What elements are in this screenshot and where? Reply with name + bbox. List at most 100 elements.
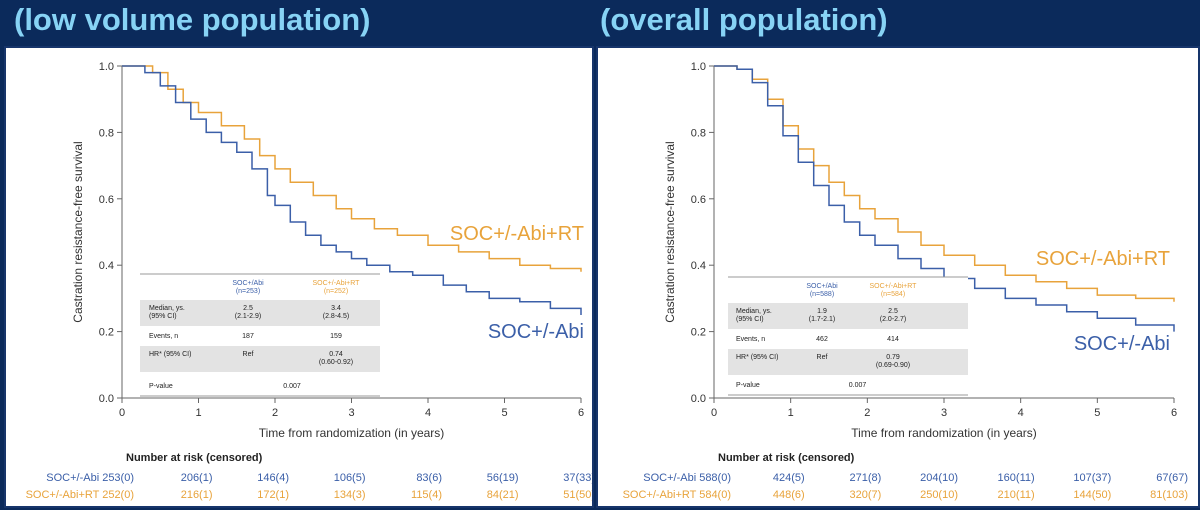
stats-cell-abi: 187 xyxy=(242,333,254,340)
title-left: (low volume population) xyxy=(14,2,371,37)
risk-table-title: Number at risk (censored) xyxy=(126,452,263,464)
stats-row-label: Median, ys. (95% CI) xyxy=(736,308,772,323)
y-tick-label: 0.8 xyxy=(99,127,114,139)
stats-row-shade xyxy=(140,300,380,326)
stats-table-bg xyxy=(728,277,968,395)
risk-value: 216(1) xyxy=(181,489,213,501)
y-tick-label: 0.0 xyxy=(691,393,706,405)
y-tick-label: 0.6 xyxy=(99,194,114,206)
risk-value: 204(10) xyxy=(920,472,958,484)
stats-cell-abi: 462 xyxy=(816,336,828,343)
x-tick-label: 2 xyxy=(272,407,278,419)
x-tick-label: 2 xyxy=(864,407,870,419)
risk-row-label: SOC+/-Abi 588(0) xyxy=(643,472,731,484)
x-tick-label: 0 xyxy=(119,407,125,419)
curve-label-abi-rt: SOC+/-Abi+RT xyxy=(450,223,584,245)
x-tick-label: 5 xyxy=(1094,407,1100,419)
x-axis-label: Time from randomization (in years) xyxy=(259,426,445,440)
x-tick-label: 3 xyxy=(941,407,947,419)
risk-value: 448(6) xyxy=(773,489,805,501)
curve-label-abi-rt: SOC+/-Abi+RT xyxy=(1036,248,1170,270)
y-tick-label: 1.0 xyxy=(99,61,114,73)
stats-row-label: HR* (95% CI) xyxy=(736,354,778,361)
curve-label-abi: SOC+/-Abi xyxy=(1074,333,1170,355)
risk-value: 83(6) xyxy=(416,472,442,484)
stats-header-abi: SOC+/Abi (n=253) xyxy=(232,280,264,295)
risk-value: 107(37) xyxy=(1073,472,1111,484)
curve-label-abi: SOC+/-Abi xyxy=(488,321,584,343)
stats-table-bg xyxy=(140,274,380,396)
risk-value: 84(21) xyxy=(487,489,519,501)
risk-value: 271(8) xyxy=(850,472,882,484)
y-tick-label: 0.2 xyxy=(99,327,114,339)
y-tick-label: 0.2 xyxy=(691,327,706,339)
panel-left: 0.0 0.2 0.4 0.6 0.8 1.0 0 1 2 3 4 5 6 Time from rando… xyxy=(4,46,594,508)
stats-row-label: Events, n xyxy=(736,336,765,343)
y-tick-label: 0.0 xyxy=(99,393,114,405)
risk-value: 134(3) xyxy=(334,489,366,501)
risk-table-title: Number at risk (censored) xyxy=(718,452,855,464)
panel-right: 0.0 0.2 0.4 0.6 0.8 1.0 0 1 2 3 4 5 6 Time from rando… xyxy=(596,46,1200,508)
stats-cell-abi: Ref xyxy=(817,354,828,361)
y-axis-label: Castration resistance-free survival xyxy=(71,141,85,322)
stats-cell-abi: 1.9 (1.7-2.1) xyxy=(809,308,835,323)
stats-row-label: P-value xyxy=(736,382,760,389)
stats-header-abi: SOC+/Abi (n=588) xyxy=(806,283,838,298)
x-tick-label: 4 xyxy=(425,407,431,419)
y-tick-label: 0.8 xyxy=(691,127,706,139)
risk-value: 160(11) xyxy=(998,472,1035,484)
stats-header-abi-rt: SOC+/-Abi+RT (n=584) xyxy=(870,283,918,298)
risk-row-label: SOC+/-Abi 253(0) xyxy=(46,472,134,484)
x-axis-label: Time from randomization (in years) xyxy=(851,426,1037,440)
stats-cell-abi-rt: 159 xyxy=(330,333,342,340)
risk-value: 37(33) xyxy=(563,472,592,484)
stats-cell-abi-rt: 414 xyxy=(887,336,899,343)
stats-row-shade xyxy=(140,346,380,372)
x-tick-label: 4 xyxy=(1018,407,1024,419)
x-tick-label: 1 xyxy=(788,407,794,419)
x-tick-label: 0 xyxy=(711,407,717,419)
title-right: (overall population) xyxy=(600,2,888,37)
stats-p-value: 0.007 xyxy=(283,383,301,390)
risk-value: 115(4) xyxy=(411,489,442,501)
x-tick-label: 6 xyxy=(1171,407,1177,419)
series-line-abi xyxy=(714,65,1175,332)
risk-value: 146(4) xyxy=(257,472,289,484)
y-tick-label: 0.6 xyxy=(691,194,706,206)
stats-cell-abi-rt: 3.4 (2.8-4.5) xyxy=(323,305,349,320)
stats-row-label: Median, ys. (95% CI) xyxy=(149,305,185,320)
risk-value: 144(50) xyxy=(1073,489,1111,501)
stats-p-value: 0.007 xyxy=(849,382,867,389)
stats-cell-abi-rt: 2.5 (2.0-2.7) xyxy=(880,308,906,323)
stats-cell-abi-rt: 0.79 (0.69-0.90) xyxy=(876,354,910,369)
risk-row-label: SOC+/-Abi+RT 252(0) xyxy=(26,489,134,501)
x-tick-label: 6 xyxy=(578,407,584,419)
risk-value: 67(67) xyxy=(1156,472,1188,484)
stats-row-label: HR* (95% CI) xyxy=(149,351,191,358)
stats-row-label: P-value xyxy=(149,383,173,390)
km-chart-low-volume: 0.0 0.2 0.4 0.6 0.8 1.0 0 1 2 3 4 5 6 Time from rando… xyxy=(26,61,592,501)
risk-value: 250(10) xyxy=(920,489,958,501)
y-tick-label: 1.0 xyxy=(691,61,706,73)
risk-value: 206(1) xyxy=(181,472,213,484)
risk-value: 81(103) xyxy=(1150,489,1188,501)
stats-row-label: Events, n xyxy=(149,333,178,340)
risk-row-label: SOC+/-Abi+RT 584(0) xyxy=(623,489,731,501)
stats-cell-abi: 2.5 (2.1-2.9) xyxy=(235,305,261,320)
stats-cell-abi-rt: 0.74 (0.60-0.92) xyxy=(319,351,353,366)
series-line-abi xyxy=(122,65,582,315)
y-tick-label: 0.4 xyxy=(691,260,706,272)
x-tick-label: 1 xyxy=(195,407,201,419)
risk-value: 320(7) xyxy=(850,489,882,501)
risk-value: 172(1) xyxy=(257,489,289,501)
stats-row-shade xyxy=(728,303,968,329)
risk-value: 424(5) xyxy=(773,472,805,484)
risk-value: 106(5) xyxy=(334,472,366,484)
y-tick-label: 0.4 xyxy=(99,260,114,272)
series-line-abi-rt xyxy=(122,65,582,272)
x-tick-label: 5 xyxy=(501,407,507,419)
x-tick-label: 3 xyxy=(348,407,354,419)
risk-value: 56(19) xyxy=(487,472,519,484)
risk-value: 210(11) xyxy=(998,489,1035,501)
y-axis-label: Castration resistance-free survival xyxy=(663,141,677,322)
